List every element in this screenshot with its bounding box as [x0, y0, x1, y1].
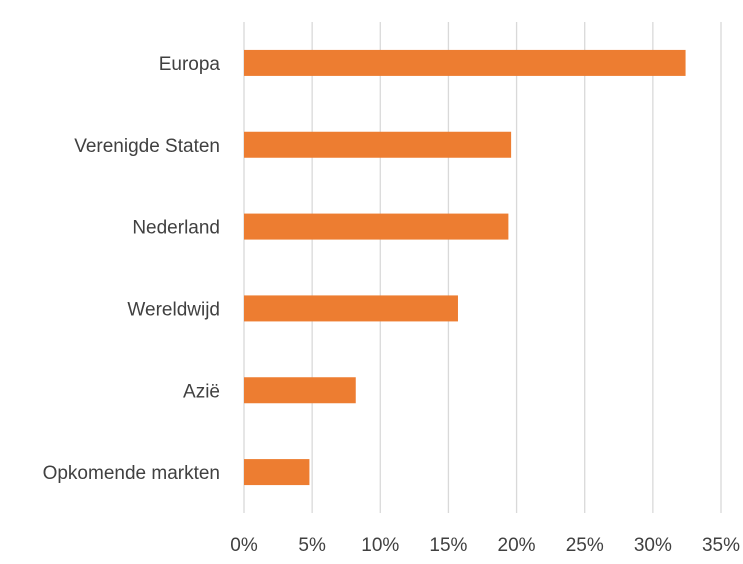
category-label: Nederland	[132, 218, 220, 239]
x-tick-label: 30%	[634, 535, 672, 556]
x-tick-label: 15%	[429, 535, 467, 556]
x-tick-label: 10%	[361, 535, 399, 556]
bar	[244, 49, 686, 76]
x-tick-labels: 0% 5% 10% 15% 20% 25% 30% 35%	[230, 535, 740, 556]
bar	[244, 213, 509, 240]
x-tick-label: 0%	[230, 535, 258, 556]
bar	[244, 459, 310, 486]
category-label: Europa	[159, 54, 221, 75]
x-tick-label: 20%	[498, 535, 536, 556]
bar	[244, 295, 458, 322]
bar	[244, 377, 356, 404]
gridlines	[243, 22, 722, 513]
category-labels: Europa Verenigde Staten Nederland Wereldwij…	[43, 54, 221, 484]
category-label: Opkomende markten	[43, 463, 220, 484]
category-label: Verenigde Staten	[74, 136, 220, 157]
x-tick-label: 25%	[566, 535, 604, 556]
category-label: Azië	[183, 381, 220, 402]
bar	[244, 131, 512, 158]
bars	[244, 49, 686, 486]
category-label: Wereldwijd	[127, 299, 220, 320]
x-tick-label: 5%	[298, 535, 326, 556]
x-tick-label: 35%	[702, 535, 740, 556]
